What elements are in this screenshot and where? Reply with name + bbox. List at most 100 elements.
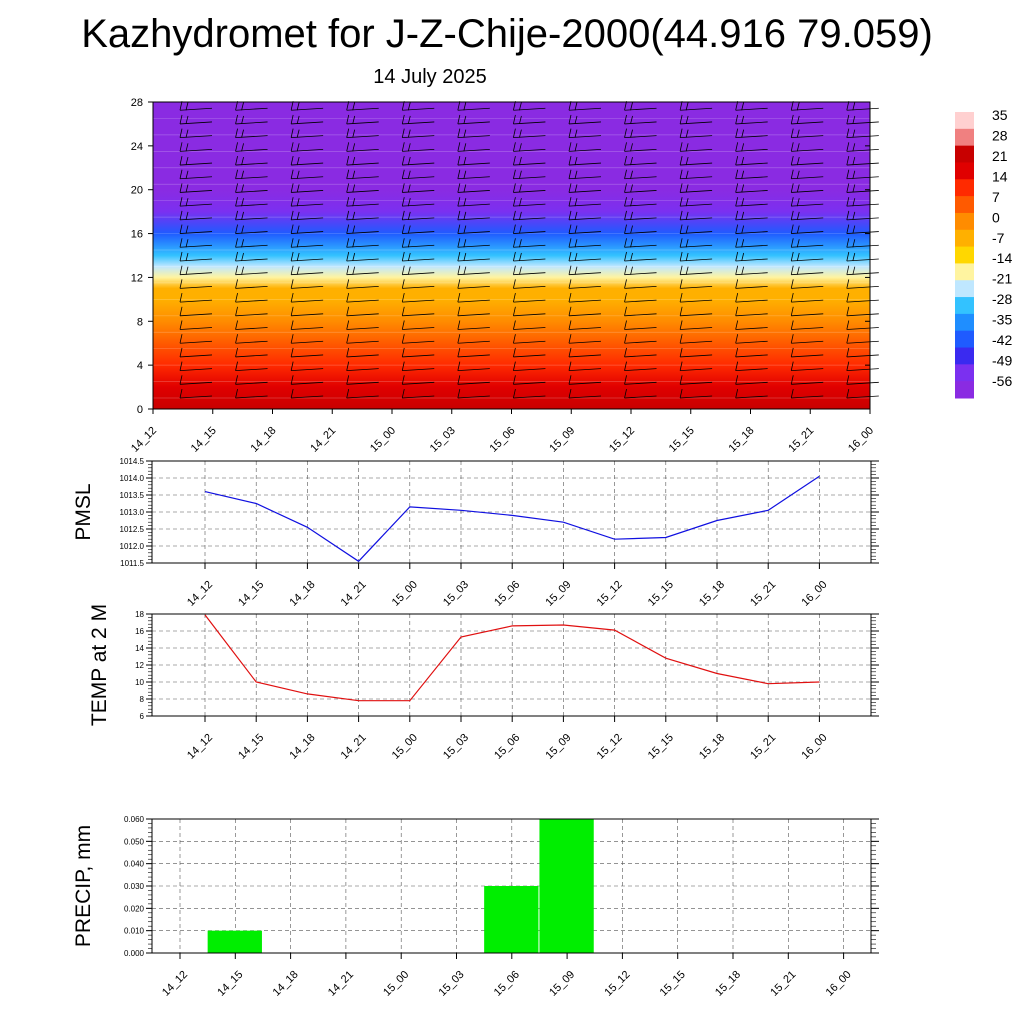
x-tick-label: 15_09	[547, 425, 577, 455]
wind-barb	[235, 334, 268, 344]
wind-barb	[513, 183, 546, 193]
temp-frame	[151, 613, 872, 717]
wind-barb	[679, 142, 713, 152]
wind-barb	[568, 279, 601, 289]
colorbar-label: -35	[992, 312, 1012, 328]
wind-barb	[401, 169, 435, 180]
wind-barb	[624, 279, 657, 289]
wind-barb	[235, 101, 268, 111]
wind-barb	[568, 224, 601, 234]
y-tick-label: 0.000	[124, 949, 145, 958]
wind-barb	[235, 142, 268, 152]
wind-barb	[735, 334, 768, 344]
wind-barb	[513, 169, 546, 180]
wind-barb	[513, 155, 546, 166]
y-tick-label: 20	[131, 185, 143, 197]
colorbar-swatch	[955, 381, 974, 399]
wind-barb	[568, 197, 601, 207]
wind-barb	[401, 251, 435, 262]
wind-barb	[179, 142, 213, 152]
wind-barb	[346, 251, 379, 262]
wind-barb	[235, 155, 268, 166]
wind-barb	[235, 114, 268, 125]
wind-barb	[513, 375, 546, 385]
x-tick-label: 16_00	[824, 969, 854, 999]
wind-barb	[179, 197, 213, 207]
x-tick-label: 15_09	[547, 969, 577, 999]
wind-barb	[401, 279, 435, 289]
wind-barb	[513, 210, 546, 221]
wind-barb	[624, 128, 657, 139]
wind-barb	[790, 183, 824, 193]
colorbar-label: 35	[992, 107, 1008, 123]
wind-barb	[457, 320, 490, 330]
wind-barb	[624, 197, 657, 207]
wind-barb	[457, 169, 490, 180]
chart-subtitle: 14 July 2025	[373, 66, 487, 88]
y-tick-label: 4	[137, 360, 143, 372]
wind-barb	[624, 306, 657, 317]
wind-barb	[679, 388, 713, 399]
wind-barb	[513, 142, 546, 152]
x-tick-label: 16_00	[799, 732, 829, 762]
wind-barb	[235, 361, 268, 372]
wind-barb	[457, 388, 490, 399]
x-tick-label: 15_12	[602, 969, 632, 999]
x-tick-label: 15_21	[786, 425, 816, 455]
pmsl-axis-label: PMSL	[72, 483, 95, 540]
wind-barb	[846, 101, 879, 111]
wind-barb	[401, 265, 435, 276]
wind-barb	[513, 101, 546, 111]
wind-barb	[624, 101, 657, 111]
x-tick-label: 15_21	[748, 579, 778, 609]
wind-barb	[624, 210, 657, 221]
x-tick-label: 14_12	[185, 732, 215, 762]
wind-barb	[735, 101, 768, 111]
wind-barb	[790, 279, 824, 289]
wind-barb	[179, 279, 213, 289]
y-tick-label: 1011.5	[120, 559, 144, 568]
wind-barb	[290, 334, 324, 344]
y-tick-label: 24	[131, 141, 143, 153]
colorbar-label: -42	[992, 332, 1012, 348]
wind-barb	[568, 142, 601, 152]
wind-barb	[846, 265, 879, 276]
wind-barb	[179, 265, 213, 276]
wind-barb	[846, 224, 879, 234]
wind-barb	[735, 142, 768, 152]
wind-barb	[790, 155, 824, 166]
wind-barb	[735, 197, 768, 207]
wind-barb	[568, 347, 601, 358]
y-tick-label: 0.040	[124, 860, 145, 869]
precip-frame	[151, 818, 872, 954]
colorbar-swatch	[955, 145, 974, 163]
wind-barb	[401, 142, 435, 152]
y-tick-label: 0.020	[124, 904, 145, 913]
wind-barb	[235, 347, 268, 358]
colorbar-swatch	[955, 263, 974, 281]
y-tick-label: 0.060	[124, 815, 145, 824]
wind-barb	[679, 224, 713, 234]
x-tick-label: 14_18	[287, 579, 317, 609]
wind-barb	[290, 375, 324, 385]
wind-barb	[568, 375, 601, 385]
wind-barb	[735, 251, 768, 262]
y-tick-label: 12	[131, 272, 143, 284]
colorbar-label: -56	[992, 373, 1012, 389]
chart-title: Kazhydromet for J-Z-Chije-2000(44.916 79…	[81, 12, 933, 56]
wind-barb	[401, 375, 435, 385]
colorbar-swatch	[955, 313, 974, 332]
wind-barb	[346, 265, 379, 276]
wind-barb	[568, 101, 601, 111]
wind-barb	[457, 155, 490, 166]
wind-barb	[679, 375, 713, 385]
x-tick-label: 15_12	[595, 732, 625, 762]
colorbar-label: 0	[992, 209, 1000, 225]
wind-barb	[290, 101, 324, 111]
y-tick-label: 8	[140, 695, 145, 704]
wind-barb	[401, 334, 435, 344]
wind-barb	[179, 347, 213, 358]
wind-barb	[846, 142, 879, 152]
y-tick-label: 18	[135, 610, 144, 619]
wind-barb	[568, 388, 601, 399]
